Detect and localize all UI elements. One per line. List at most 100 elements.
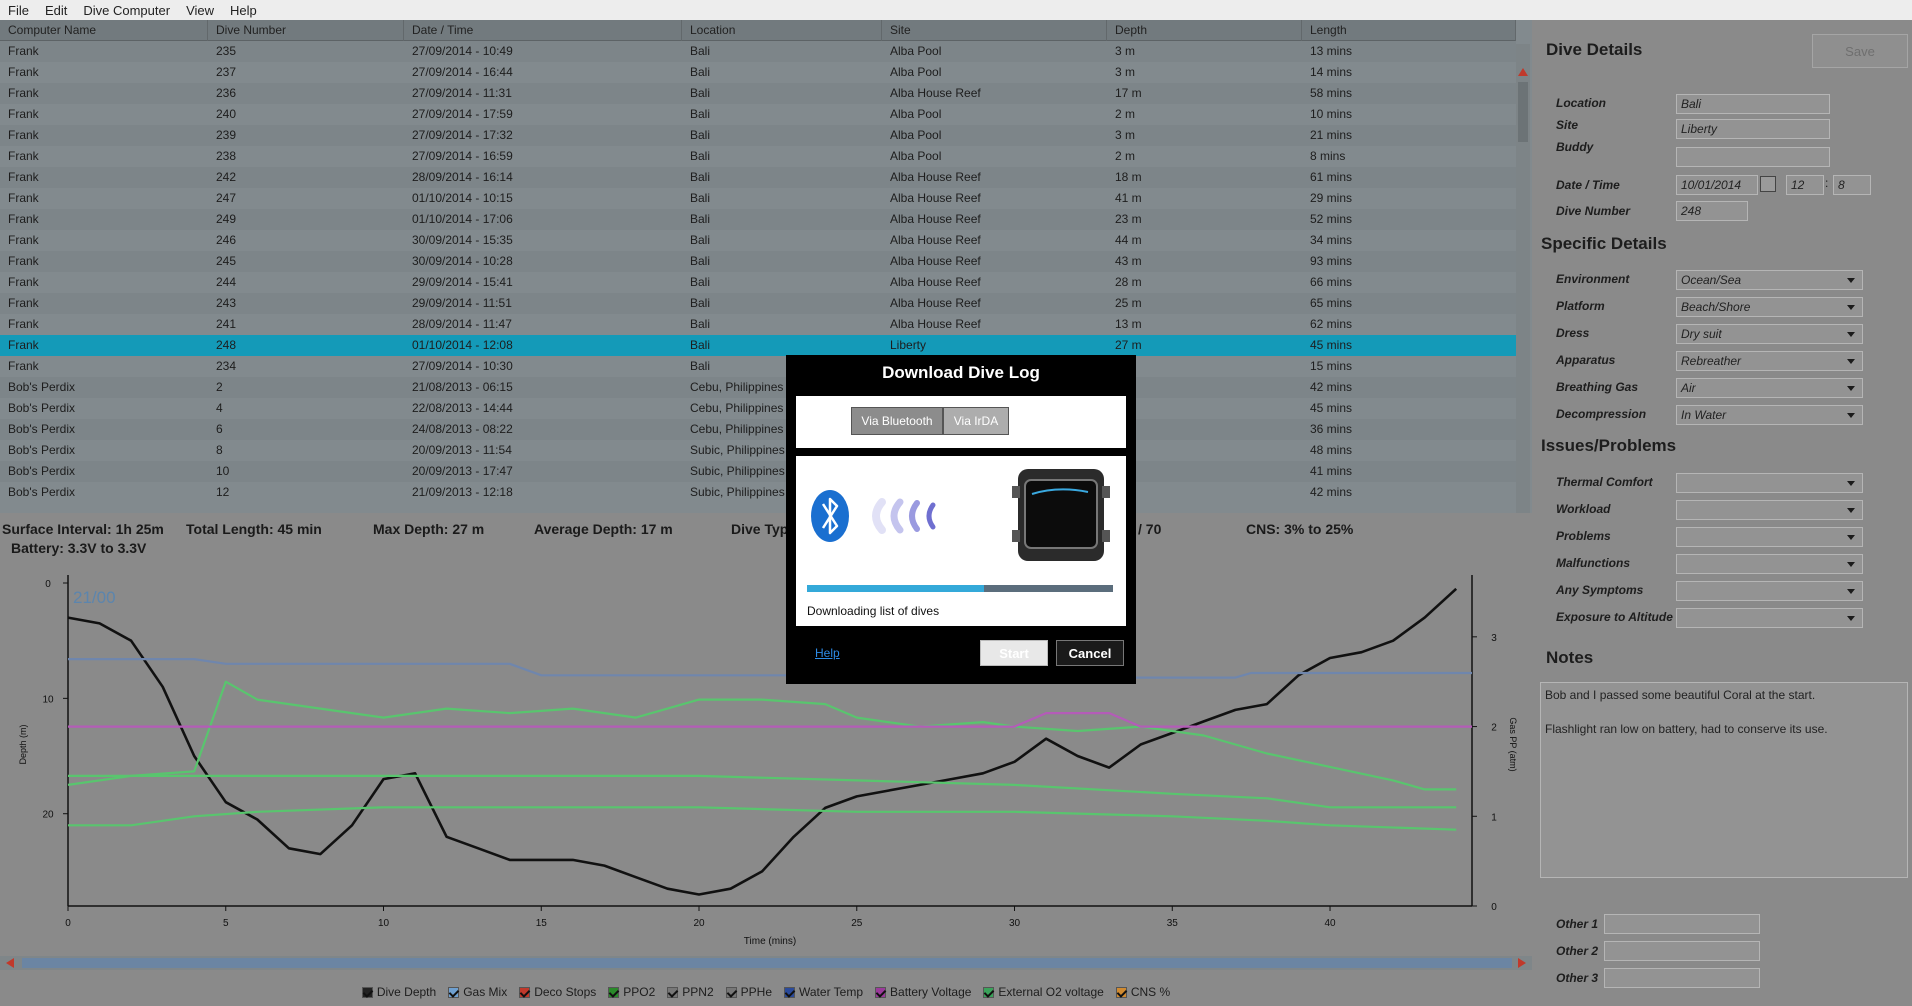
legend-item[interactable]: Gas Mix — [448, 985, 507, 999]
legend-item[interactable]: Deco Stops — [519, 985, 596, 999]
issues-dropdown[interactable] — [1676, 473, 1863, 493]
specific-dropdown[interactable]: Air — [1676, 378, 1863, 398]
cancel-button[interactable]: Cancel — [1056, 640, 1124, 666]
table-row[interactable]: Frank 242 28/09/2014 - 16:14 Bali Alba House… — [0, 167, 1516, 188]
save-button[interactable]: Save — [1812, 34, 1908, 68]
table-row[interactable]: Bob's Perdix 2 21/08/2013 - 06:15 Cebu, Phi… — [0, 377, 1516, 398]
specific-dropdown[interactable]: Dry suit — [1676, 324, 1863, 344]
table-row[interactable]: Bob's Perdix 12 21/09/2013 - 12:18 Subic, P… — [0, 482, 1516, 503]
table-cell: Bob's Perdix — [8, 464, 75, 478]
issues-dropdown[interactable] — [1676, 554, 1863, 574]
scroll-right-icon[interactable] — [1518, 958, 1526, 968]
menu-edit[interactable]: Edit — [44, 2, 68, 18]
issues-dropdown[interactable] — [1676, 581, 1863, 601]
legend-item[interactable]: Dive Depth — [361, 985, 436, 999]
column-header[interactable]: Length — [1302, 20, 1516, 41]
table-row[interactable]: Frank 235 27/09/2014 - 10:49 Bali Alba Pool 3… — [0, 41, 1516, 62]
table-row[interactable]: Frank 249 01/10/2014 - 17:06 Bali Alba House… — [0, 209, 1516, 230]
buddy-field[interactable] — [1676, 147, 1830, 167]
legend-item[interactable]: PPN2 — [667, 985, 714, 999]
tab-bluetooth[interactable]: Via Bluetooth — [851, 407, 943, 435]
legend-checkbox-icon[interactable] — [361, 986, 373, 998]
calendar-icon[interactable] — [1760, 176, 1776, 192]
vertical-scrollbar[interactable] — [1516, 44, 1530, 532]
menu-help[interactable]: Help — [230, 2, 257, 18]
legend-checkbox-icon[interactable] — [725, 986, 737, 998]
specific-label: Apparatus — [1556, 353, 1616, 367]
table-cell: Cebu, Philippines — [690, 380, 784, 394]
table-cell: Frank — [8, 170, 39, 184]
scroll-thumb[interactable] — [1518, 82, 1528, 142]
legend-item[interactable]: PPHe — [725, 985, 772, 999]
table-row[interactable]: Frank 239 27/09/2014 - 17:32 Bali Alba Pool 3… — [0, 125, 1516, 146]
issues-dropdown[interactable] — [1676, 608, 1863, 628]
specific-dropdown[interactable]: In Water — [1676, 405, 1863, 425]
legend-checkbox-icon[interactable] — [1115, 986, 1127, 998]
legend-item[interactable]: Water Temp — [784, 985, 863, 999]
scroll-up-icon[interactable] — [1518, 68, 1528, 76]
table-row[interactable]: Frank 234 27/09/2014 - 10:30 Bali 15 mins — [0, 356, 1516, 377]
start-button[interactable]: Start — [980, 640, 1048, 666]
help-link[interactable]: Help — [815, 646, 840, 660]
legend-checkbox-icon[interactable] — [784, 986, 795, 998]
table-row[interactable]: Frank 240 27/09/2014 - 17:59 Bali Alba Pool 2… — [0, 104, 1516, 125]
menu-view[interactable]: View — [186, 2, 215, 18]
column-header[interactable]: Depth — [1107, 20, 1302, 41]
table-row[interactable]: Bob's Perdix 10 20/09/2013 - 17:47 Subic, P… — [0, 461, 1516, 482]
table-row[interactable]: Frank 245 30/09/2014 - 10:28 Bali Alba House… — [0, 251, 1516, 272]
legend-checkbox-icon[interactable] — [448, 986, 460, 998]
table-row[interactable]: Frank 237 27/09/2014 - 16:44 Bali Alba Pool 3… — [0, 62, 1516, 83]
table-row[interactable]: Frank 241 28/09/2014 - 11:47 Bali Alba House… — [0, 314, 1516, 335]
specific-dropdown[interactable]: Ocean/Sea — [1676, 270, 1863, 290]
other3-field[interactable] — [1604, 968, 1760, 988]
menu-file[interactable]: File — [8, 2, 29, 18]
menu-dive-computer[interactable]: Dive Computer — [83, 2, 171, 18]
table-row[interactable]: Frank 236 27/09/2014 - 11:31 Bali Alba House… — [0, 83, 1516, 104]
other2-field[interactable] — [1604, 941, 1760, 961]
issues-dropdown[interactable] — [1676, 500, 1863, 520]
hour-stepper[interactable]: 12 — [1786, 175, 1824, 195]
legend-item[interactable]: CNS % — [1115, 985, 1170, 999]
table-cell: 17 m — [1115, 86, 1142, 100]
table-row[interactable]: Frank 247 01/10/2014 - 10:15 Bali Alba House… — [0, 188, 1516, 209]
table-row[interactable]: Bob's Perdix 6 24/08/2013 - 08:22 Cebu, Phi… — [0, 419, 1516, 440]
legend-checkbox-icon[interactable] — [667, 986, 679, 998]
column-header[interactable]: Location — [682, 20, 882, 41]
table-row[interactable]: Frank 238 27/09/2014 - 16:59 Bali Alba Pool 2… — [0, 146, 1516, 167]
horizontal-scrollbar[interactable] — [0, 956, 1532, 970]
table-row[interactable]: Bob's Perdix 8 20/09/2013 - 11:54 Subic, Ph… — [0, 440, 1516, 461]
legend-checkbox-icon[interactable] — [608, 986, 620, 998]
scroll-left-icon[interactable] — [6, 958, 14, 968]
date-field[interactable]: 10/01/2014 — [1676, 175, 1758, 195]
scroll-thumb-horizontal[interactable] — [22, 958, 1512, 968]
table-row[interactable]: Frank 246 30/09/2014 - 15:35 Bali Alba House… — [0, 230, 1516, 251]
notes-textarea[interactable]: Bob and I passed some beautiful Coral at… — [1540, 682, 1908, 878]
table-row[interactable]: Frank 243 29/09/2014 - 11:51 Bali Alba House… — [0, 293, 1516, 314]
location-field[interactable]: Bali — [1676, 94, 1830, 114]
legend-checkbox-icon[interactable] — [875, 986, 887, 998]
legend-item[interactable]: PPO2 — [608, 985, 655, 999]
legend-checkbox-icon[interactable] — [519, 986, 531, 998]
column-header[interactable]: Site — [882, 20, 1107, 41]
site-field[interactable]: Liberty — [1676, 119, 1830, 139]
other1-field[interactable] — [1604, 914, 1760, 934]
table-row[interactable]: Frank 244 29/09/2014 - 15:41 Bali Alba House… — [0, 272, 1516, 293]
column-header[interactable]: Date / Time — [404, 20, 682, 41]
table-row[interactable]: Frank 248 01/10/2014 - 12:08 Bali Liberty 27 … — [0, 335, 1516, 356]
column-header[interactable]: Dive Number — [208, 20, 404, 41]
specific-dropdown[interactable]: Rebreather — [1676, 351, 1863, 371]
issues-dropdown[interactable] — [1676, 527, 1863, 547]
time-separator: : — [1825, 176, 1829, 190]
table-cell — [1107, 482, 1302, 503]
minute-stepper[interactable]: 8 — [1833, 175, 1871, 195]
table-cell: 62 mins — [1310, 317, 1353, 331]
legend-item[interactable]: External O2 voltage — [983, 985, 1104, 999]
column-header[interactable]: Computer Name — [0, 20, 208, 41]
dive-number-field[interactable]: 248 — [1676, 201, 1748, 221]
specific-dropdown[interactable]: Beach/Shore — [1676, 297, 1863, 317]
legend-item[interactable]: Battery Voltage — [875, 985, 971, 999]
table-cell: 48 mins — [1310, 443, 1353, 457]
table-row[interactable]: Bob's Perdix 4 22/08/2013 - 14:44 Cebu, Phi… — [0, 398, 1516, 419]
legend-checkbox-icon[interactable] — [983, 986, 995, 998]
tab-irda[interactable]: Via IrDA — [943, 407, 1009, 435]
